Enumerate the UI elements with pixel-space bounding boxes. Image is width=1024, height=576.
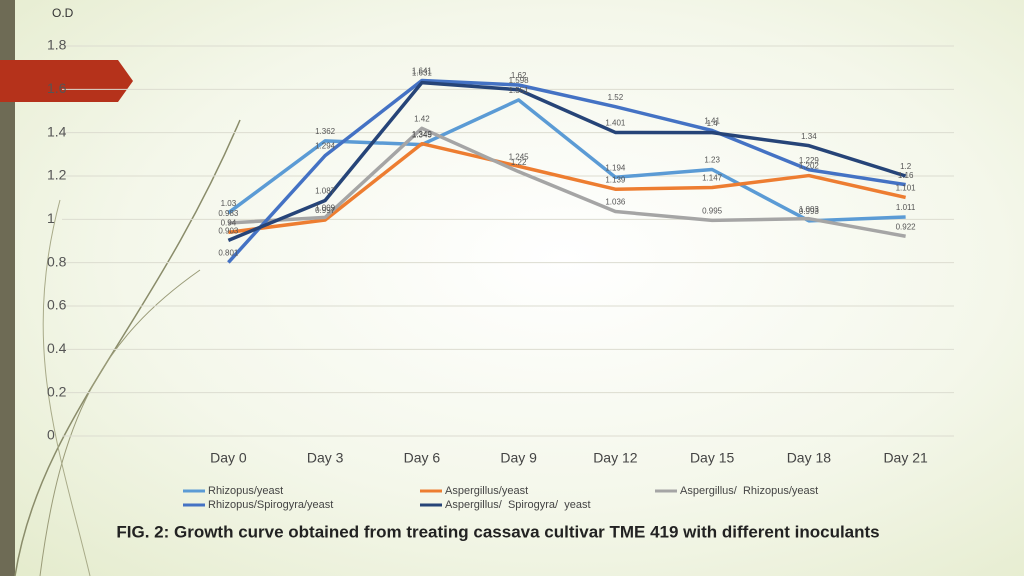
data-label: 1.41 xyxy=(704,117,720,126)
x-tick-label: Day 9 xyxy=(500,450,537,466)
caption: FIG. 2: Growth curve obtained from treat… xyxy=(116,522,879,541)
data-label: 1.009 xyxy=(315,203,336,212)
legend-label: Aspergillus/ Rhizopus/yeast xyxy=(680,485,818,497)
data-label: 1.294 xyxy=(315,142,336,151)
legend-label: Rhizopus/yeast xyxy=(208,485,283,497)
data-label: 1.23 xyxy=(704,156,720,165)
data-label: 1.598 xyxy=(509,76,530,85)
series-line xyxy=(227,78,906,264)
side-strip xyxy=(0,0,15,576)
y-tick-label: 0.8 xyxy=(47,253,67,269)
y-tick-label: 1 xyxy=(47,210,55,226)
data-label: 1.551 xyxy=(509,86,530,95)
x-tick-label: Day 18 xyxy=(787,450,832,466)
data-label: 1.22 xyxy=(511,158,527,167)
legend-label: Aspergillus/yeast xyxy=(445,485,528,497)
data-label: 1.641 xyxy=(412,67,433,76)
y-tick-label: 1.6 xyxy=(47,80,67,96)
x-tick-label: Day 12 xyxy=(593,450,638,466)
data-label: 1.139 xyxy=(605,175,626,184)
y-tick-label: 0 xyxy=(47,427,55,443)
data-label: 1.349 xyxy=(412,130,433,139)
data-label: 1.34 xyxy=(801,132,817,141)
data-label: 1.16 xyxy=(898,171,914,180)
data-label: 0.922 xyxy=(896,222,917,231)
x-tick-label: Day 3 xyxy=(307,450,344,466)
data-label: 1.003 xyxy=(799,205,820,214)
data-label: 1.036 xyxy=(605,198,626,207)
data-label: 1.101 xyxy=(896,184,917,193)
y-tick-label: 0.6 xyxy=(47,297,67,313)
legend-label: Rhizopus/Spirogyra/yeast xyxy=(208,499,333,511)
y-tick-label: 1.2 xyxy=(47,167,67,183)
data-label: 0.94 xyxy=(221,218,237,227)
data-label: 1.194 xyxy=(605,163,626,172)
x-tick-label: Day 6 xyxy=(404,450,441,466)
decor-curve xyxy=(39,269,201,576)
data-label: 0.993 xyxy=(799,207,820,216)
series-line xyxy=(227,80,907,242)
series-line xyxy=(228,141,907,235)
decor-curve xyxy=(42,199,91,576)
y-axis-label: O.D xyxy=(52,6,74,20)
y-tick-label: 1.8 xyxy=(47,37,67,53)
data-label: 1.03 xyxy=(221,199,237,208)
title-tag xyxy=(0,60,133,102)
data-label: 1.362 xyxy=(315,127,336,136)
data-label: 1.147 xyxy=(702,174,723,183)
data-label: 1.087 xyxy=(315,187,336,196)
data-label: 1.401 xyxy=(605,119,626,128)
x-tick-label: Day 21 xyxy=(883,450,928,466)
data-label: 1.011 xyxy=(896,203,916,212)
y-tick-label: 1.4 xyxy=(47,123,67,139)
data-label: 1.52 xyxy=(608,93,624,102)
legend-label: Aspergillus/ Spirogyra/ yeast xyxy=(445,499,591,511)
data-label: 1.229 xyxy=(799,156,820,165)
data-label: 0.983 xyxy=(218,209,239,218)
x-tick-label: Day 0 xyxy=(210,450,247,466)
data-label: 1.62 xyxy=(511,71,527,80)
y-tick-label: 0.2 xyxy=(47,383,67,399)
data-label: 1.245 xyxy=(509,152,530,161)
data-label: 1.631 xyxy=(412,69,433,78)
data-label: 0.801 xyxy=(218,249,239,258)
data-label: 0.903 xyxy=(218,226,239,235)
series-line xyxy=(228,126,906,238)
data-label: 1.2 xyxy=(900,162,912,171)
data-label: 1.4 xyxy=(707,119,719,128)
x-tick-label: Day 15 xyxy=(690,450,735,466)
data-label: 1.202 xyxy=(799,162,820,171)
y-tick-label: 0.4 xyxy=(47,340,67,356)
data-label: 1.42 xyxy=(414,114,430,123)
data-label: 0.995 xyxy=(702,207,723,216)
data-label: 1.345 xyxy=(412,131,433,140)
data-label: 0.997 xyxy=(315,206,336,215)
